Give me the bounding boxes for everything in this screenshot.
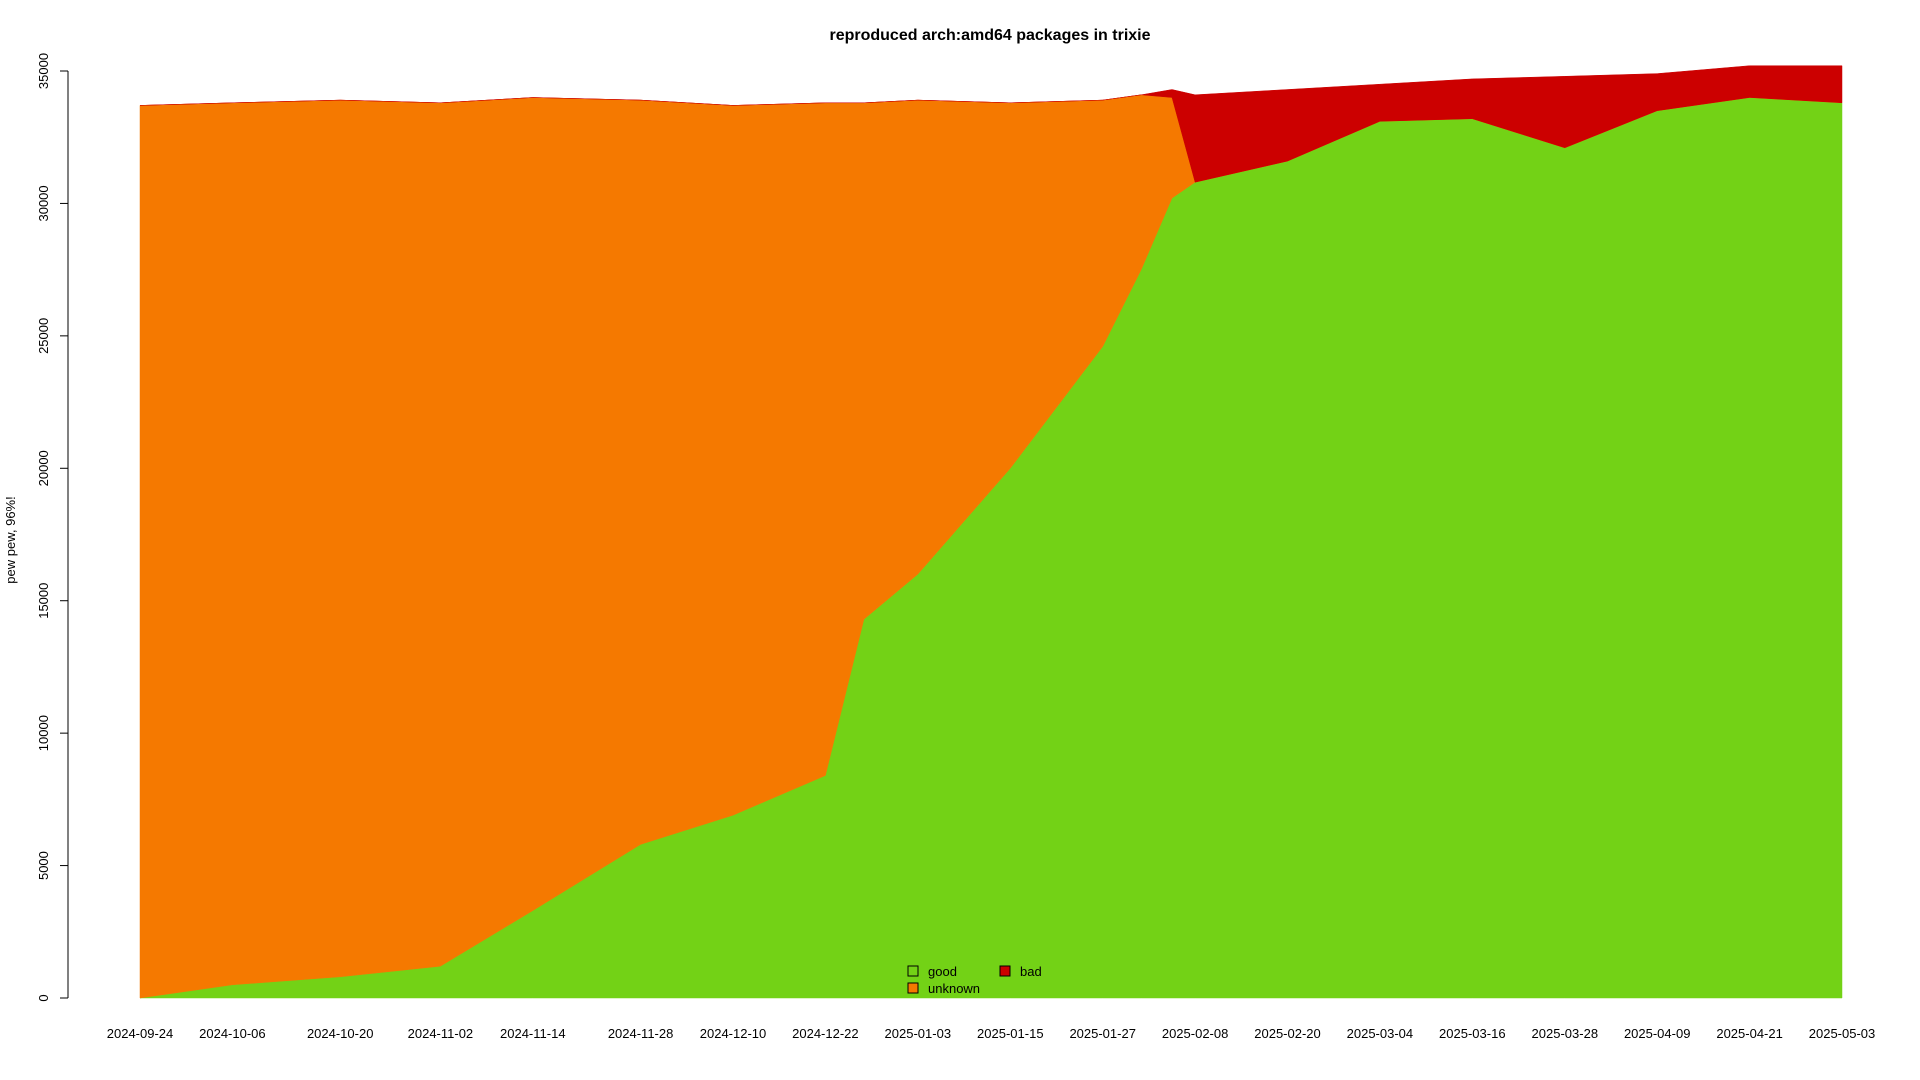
x-tick-label: 2024-10-20 bbox=[307, 1026, 374, 1041]
x-tick-label: 2024-11-14 bbox=[500, 1026, 566, 1041]
x-tick-label: 2025-02-20 bbox=[1254, 1026, 1321, 1041]
plot-area bbox=[139, 65, 1843, 999]
legend-label-good: good bbox=[928, 964, 957, 979]
x-tick-label: 2024-12-10 bbox=[700, 1026, 767, 1041]
area-bad bbox=[139, 65, 1843, 183]
x-tick-label: 2024-11-28 bbox=[608, 1026, 674, 1041]
x-tick-label: 2025-01-03 bbox=[885, 1026, 952, 1041]
legend-swatch-bad bbox=[999, 965, 1011, 977]
x-tick-label: 2024-12-22 bbox=[792, 1026, 859, 1041]
chart-title: reproduced arch:amd64 packages in trixie bbox=[829, 27, 1150, 44]
x-tick-label: 2024-11-02 bbox=[408, 1026, 474, 1041]
legend: good bad unknown bbox=[907, 964, 1042, 996]
x-tick-label: 2025-04-09 bbox=[1624, 1026, 1691, 1041]
legend-swatch-unknown bbox=[907, 982, 919, 994]
legend-label-bad: bad bbox=[1020, 964, 1042, 979]
x-axis: 2024-09-24 2024-10-06 2024-10-20 2024-11-02… bbox=[107, 1026, 1876, 1041]
y-tick-label: 10000 bbox=[36, 715, 51, 751]
x-tick-label: 2025-05-03 bbox=[1809, 1026, 1876, 1041]
x-tick-label: 2025-03-28 bbox=[1532, 1026, 1599, 1041]
y-tick-label: 20000 bbox=[36, 450, 51, 486]
legend-swatch-good bbox=[907, 965, 919, 977]
x-tick-label: 2024-10-06 bbox=[199, 1026, 266, 1041]
x-tick-label: 2025-01-27 bbox=[1069, 1026, 1136, 1041]
x-tick-label: 2025-02-08 bbox=[1162, 1026, 1229, 1041]
y-tick-label: 35000 bbox=[36, 53, 51, 89]
x-tick-label: 2025-03-16 bbox=[1439, 1026, 1506, 1041]
y-tick-label: 15000 bbox=[36, 583, 51, 619]
y-tick-label: 25000 bbox=[36, 318, 51, 354]
y-axis-label: pew pew, 96%! bbox=[3, 496, 18, 583]
y-tick-label: 30000 bbox=[36, 185, 51, 221]
y-tick-label: 5000 bbox=[36, 851, 51, 880]
y-axis: 0 5000 10000 15000 20000 25000 30000 35000 bbox=[36, 53, 69, 1002]
legend-label-unknown: unknown bbox=[928, 981, 980, 996]
x-tick-label: 2025-04-21 bbox=[1716, 1026, 1783, 1041]
x-tick-label: 2025-01-15 bbox=[977, 1026, 1044, 1041]
y-tick-label: 0 bbox=[36, 994, 51, 1001]
x-tick-label: 2024-09-24 bbox=[107, 1026, 174, 1041]
x-tick-label: 2025-03-04 bbox=[1347, 1026, 1414, 1041]
